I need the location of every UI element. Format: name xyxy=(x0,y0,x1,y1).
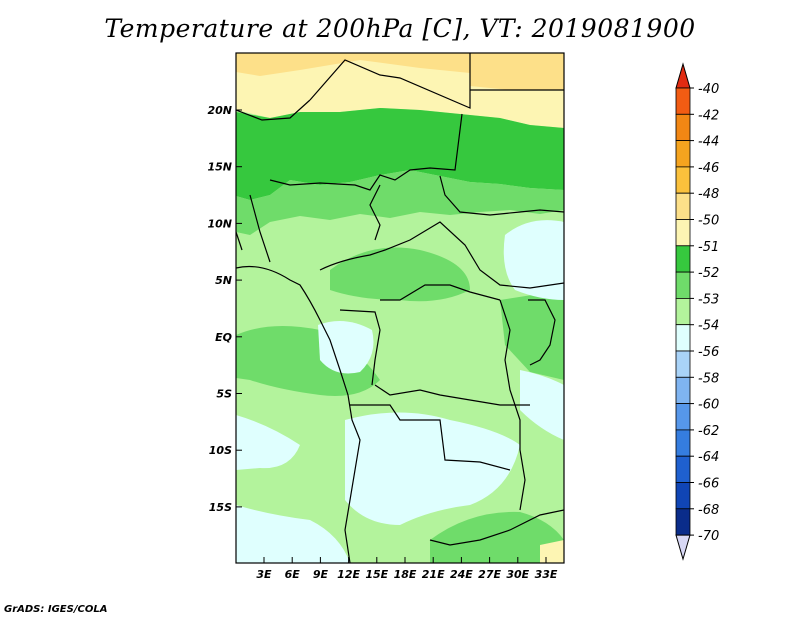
lon-tick-label: 33E xyxy=(535,568,558,581)
lat-tick-label: 10S xyxy=(209,444,232,457)
colorbar-label: -70 xyxy=(698,529,719,544)
colorbar-label: -54 xyxy=(698,319,719,334)
lon-tick-label: 6E xyxy=(285,568,301,581)
colorbar-label: -44 xyxy=(698,135,719,150)
field-band-53-west xyxy=(236,326,380,396)
lon-tick-label: 3E xyxy=(256,568,272,581)
colorbar-segment xyxy=(675,324,691,352)
colorbar-label: -66 xyxy=(698,477,719,492)
lon-tick-label: 30E xyxy=(506,568,529,581)
colorbar-label: -68 xyxy=(698,503,719,518)
colorbar-segment xyxy=(675,376,691,404)
lat-tick-label: 20N xyxy=(207,104,232,117)
colorbar-segment xyxy=(675,297,691,326)
colorbar-segment xyxy=(675,271,691,299)
colorbar-segment xyxy=(675,245,691,273)
lat-tick-label: 10N xyxy=(207,217,232,230)
field-band-53-mid xyxy=(236,170,564,235)
colorbar-label: -42 xyxy=(698,108,719,123)
lon-tick-label: 15E xyxy=(365,568,388,581)
lat-tick-label: EQ xyxy=(215,331,232,344)
lat-tick-label: 5N xyxy=(215,274,232,287)
chart-title: Temperature at 200hPa [C], VT: 201908190… xyxy=(104,14,696,43)
lon-tick-label: 24E xyxy=(450,568,473,581)
lon-tick-label: 21E xyxy=(422,568,445,581)
colorbar-label: -40 xyxy=(698,82,719,97)
colorbar-label: -64 xyxy=(698,450,719,465)
lat-tick-label: 5S xyxy=(216,388,232,401)
field-band-54-far-sw xyxy=(236,415,300,470)
colorbar-label: -58 xyxy=(698,371,719,386)
field-band-50-ne xyxy=(470,53,564,90)
footer-credit: GrADS: IGES/COLA xyxy=(4,604,108,615)
lat-tick-label: 15N xyxy=(207,161,232,174)
colorbar-label: -50 xyxy=(698,214,719,229)
colorbar-label: -52 xyxy=(698,266,719,281)
colorbar-segment xyxy=(675,219,691,247)
country-borders xyxy=(236,53,564,563)
colorbar-segment xyxy=(675,87,691,115)
colorbar-segment xyxy=(675,192,691,220)
field-band-53-south xyxy=(430,511,564,563)
field-band-54-sw xyxy=(236,505,350,563)
colorbar-segment xyxy=(675,350,691,378)
latitude-axis: 20N 15N 10N 5N EQ 5S 10S 15S xyxy=(207,104,242,514)
field-band-52 xyxy=(236,108,564,200)
map-frame xyxy=(235,52,565,564)
colorbar-segment xyxy=(675,508,691,536)
colorbar-segment xyxy=(675,403,691,431)
field-band-54-south xyxy=(345,412,520,525)
colorbar-segment xyxy=(675,166,691,194)
colorbar-segment xyxy=(675,140,691,168)
field-band-53-center xyxy=(330,247,470,302)
colorbar-segment xyxy=(675,455,691,483)
longitude-axis: 3E 6E 9E 12E 15E 18E 21E 24E 27E 30E 33E xyxy=(256,557,558,581)
colorbar-label: -53 xyxy=(698,292,719,307)
colorbar-segment xyxy=(675,113,691,142)
colorbar-top-arrow xyxy=(675,62,691,89)
lon-tick-label: 12E xyxy=(337,568,360,581)
colorbar-label: -51 xyxy=(698,240,719,255)
colorbar-label: -46 xyxy=(698,161,719,176)
field-band-54-east xyxy=(503,220,564,300)
colorbar-label: -62 xyxy=(698,424,719,439)
colorbar-label: -56 xyxy=(698,345,719,360)
colorbar-segment xyxy=(675,429,691,457)
field-band-53-east xyxy=(500,290,564,380)
lon-tick-label: 18E xyxy=(394,568,417,581)
colorbar: -40 -42 -44 -46 -48 -50 -51 -52 -53 -54 -56 -58 -60 -… xyxy=(675,62,719,561)
lat-tick-label: 15S xyxy=(209,501,232,514)
lon-tick-label: 9E xyxy=(313,568,329,581)
field-band-54-gabon xyxy=(318,321,374,374)
colorbar-label: -48 xyxy=(698,187,719,202)
field-band-54-se xyxy=(520,370,564,440)
temperature-field xyxy=(236,53,564,563)
colorbar-label: -60 xyxy=(698,398,719,413)
colorbar-segment xyxy=(675,482,691,510)
lon-tick-label: 27E xyxy=(478,568,501,581)
colorbar-bottom-arrow xyxy=(675,534,691,561)
